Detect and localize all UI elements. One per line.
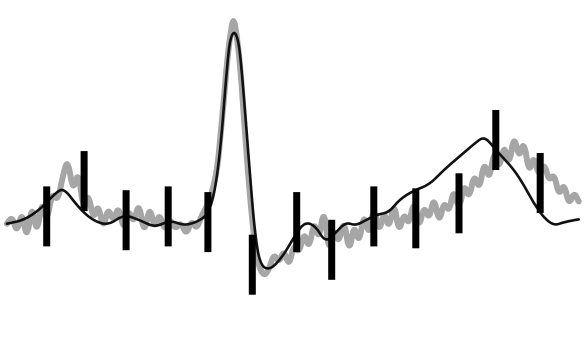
marker-bar xyxy=(43,186,51,247)
smoothed-signal-layer xyxy=(5,31,580,270)
marker-bar xyxy=(164,186,172,247)
marker-bar xyxy=(80,151,88,212)
marker-bar xyxy=(293,192,301,253)
marker-bar xyxy=(204,192,212,253)
marker-bar xyxy=(248,234,256,295)
marker-bar xyxy=(370,186,378,247)
marker-bar xyxy=(455,173,463,234)
marker-layer xyxy=(43,110,544,295)
marker-bar xyxy=(536,153,544,213)
marker-bar xyxy=(492,110,500,170)
smoothed-signal-line xyxy=(5,31,580,270)
marker-bar xyxy=(328,219,336,280)
marker-bar xyxy=(122,190,130,251)
marker-bar xyxy=(412,188,420,249)
